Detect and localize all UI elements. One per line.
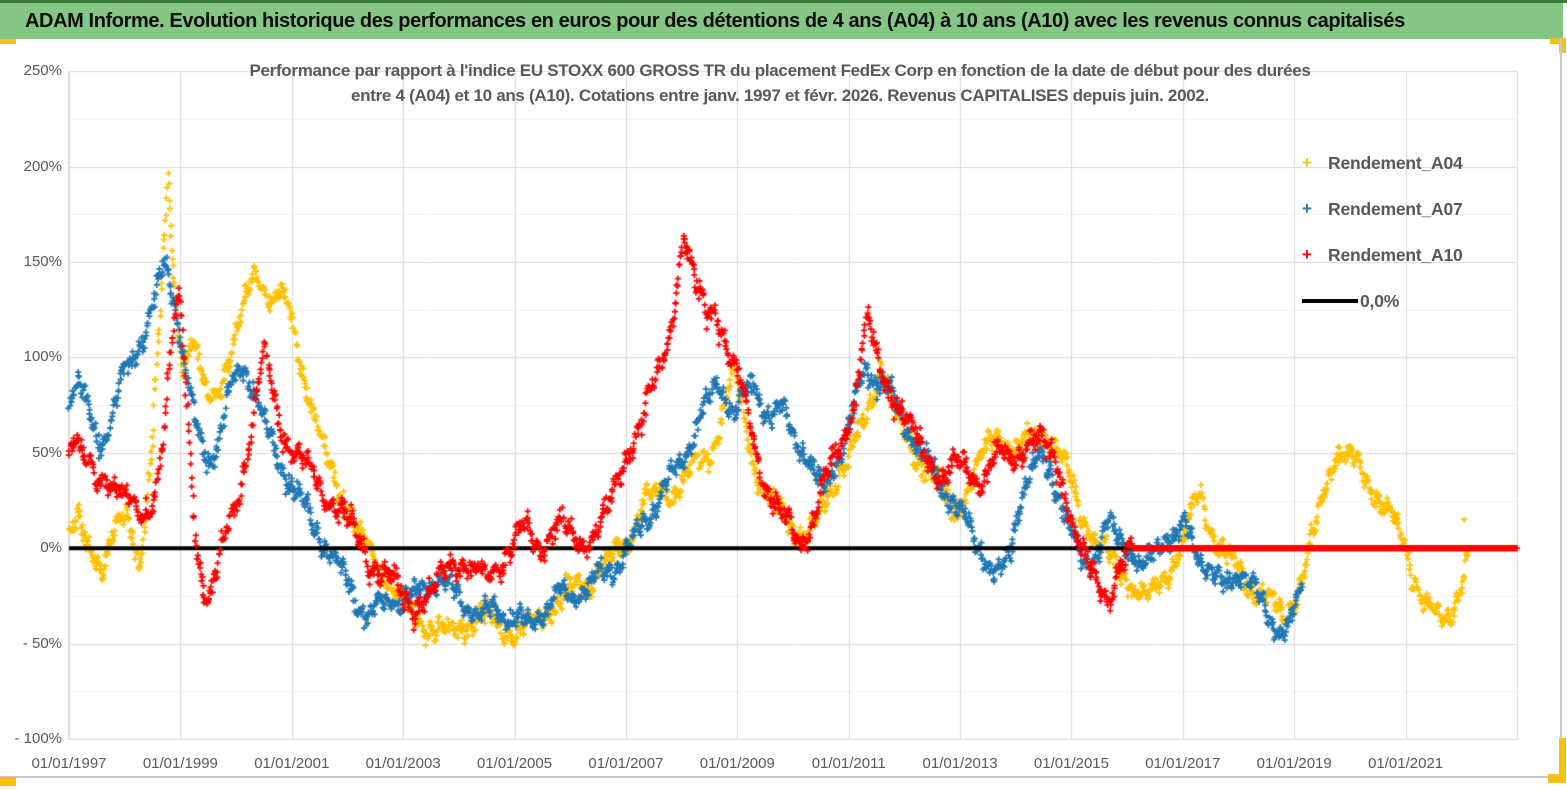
legend-label: Rendement_A04 — [1328, 152, 1463, 173]
legend-line-swatch — [1302, 299, 1358, 303]
x-axis-label: 01/01/2003 — [365, 755, 441, 772]
legend-item-0-0-[interactable]: 0,0% — [1302, 278, 1463, 324]
x-axis-label: 01/01/2021 — [1368, 755, 1444, 772]
y-axis-label: 250% — [23, 62, 62, 80]
y-axis-label: 50% — [31, 443, 62, 461]
selection-accent-top-right-v — [1559, 38, 1566, 53]
chart-title: Performance par rapport à l'indice EU ST… — [160, 58, 1400, 108]
legend-item-rendement-a04[interactable]: + Rendement_A04 — [1302, 140, 1463, 186]
legend-plus-marker-icon: + — [1302, 199, 1312, 218]
x-axis-label: 01/01/1999 — [142, 755, 218, 772]
y-axis-label: 0% — [40, 539, 62, 557]
cell-border-right — [1560, 38, 1562, 778]
legend-label: Rendement_A10 — [1328, 244, 1463, 265]
x-axis-label: 01/01/2011 — [811, 755, 886, 772]
x-axis-label: 01/01/2005 — [476, 755, 553, 772]
legend-item-rendement-a10[interactable]: + Rendement_A10 — [1302, 232, 1463, 278]
selection-accent-right-bar — [1559, 738, 1566, 783]
selection-accent-top-right-h — [1550, 38, 1566, 44]
x-axis-label: 01/01/2001 — [254, 755, 330, 772]
y-axis-label: 100% — [23, 348, 62, 366]
legend-label: Rendement_A07 — [1328, 198, 1463, 219]
selection-accent-bottom-left — [0, 777, 16, 786]
legend-item-rendement-a07[interactable]: + Rendement_A07 — [1302, 186, 1463, 232]
y-axis-label: - 50% — [22, 634, 62, 652]
selection-accent-top-left — [0, 39, 16, 44]
x-axis-label: 01/01/2013 — [922, 755, 998, 772]
x-axis-label: 01/01/1997 — [31, 755, 107, 772]
x-axis-label: 01/01/2015 — [1033, 755, 1109, 772]
selection-accent-bottom-right — [1548, 774, 1566, 783]
legend-plus-marker-icon: + — [1302, 153, 1312, 172]
legend-label: 0,0% — [1360, 290, 1400, 311]
x-axis-label: 01/01/2017 — [1145, 755, 1221, 772]
page-title: ADAM Informe. Evolution historique des p… — [25, 9, 1405, 32]
y-axis-label: 150% — [23, 253, 62, 270]
x-axis-label: 01/01/2009 — [699, 755, 775, 772]
chart-title-line1: Performance par rapport à l'indice EU ST… — [249, 61, 1311, 80]
header-bar: ADAM Informe. Evolution historique des p… — [0, 3, 1563, 39]
top-border-strip — [0, 0, 1567, 3]
x-axis-label: 01/01/2019 — [1256, 755, 1332, 772]
legend: + Rendement_A04 + Rendement_A07 + Rendement_A… — [1302, 140, 1463, 324]
y-axis-label: - 100% — [14, 730, 62, 748]
chart-title-line2: entre 4 (A04) et 10 ans (A10). Cotations… — [351, 86, 1209, 105]
y-axis-label: 200% — [23, 157, 62, 175]
x-axis-label: 01/01/2007 — [588, 755, 664, 772]
sheet-rule-bottom — [0, 776, 1550, 778]
legend-plus-marker-icon: + — [1302, 245, 1312, 264]
